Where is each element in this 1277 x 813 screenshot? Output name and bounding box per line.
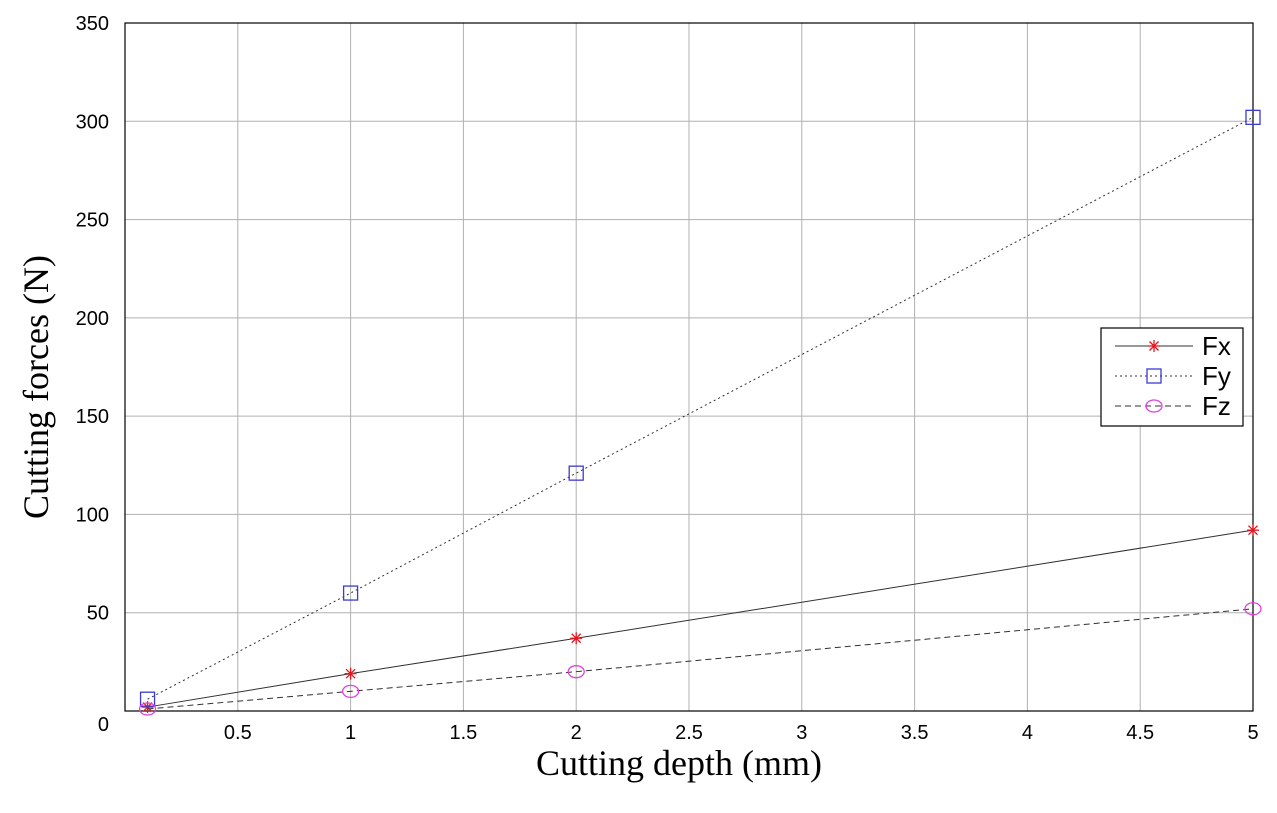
data-point-fx <box>1247 524 1259 537</box>
legend-marker-fy <box>1146 368 1162 384</box>
x-tick-label: 3 <box>796 722 807 744</box>
legend-marker-fz <box>1145 399 1163 413</box>
y-tick-label: 150 <box>76 406 109 428</box>
legend-label: Fy <box>1202 361 1231 391</box>
series-line-fx <box>147 529 1254 708</box>
legend-label: Fz <box>1202 391 1231 421</box>
x-tick-label: 1.5 <box>449 722 477 744</box>
data-point-fz <box>138 702 157 716</box>
data-point-fy <box>1245 109 1261 126</box>
x-tick-label: 3.5 <box>901 722 929 744</box>
legend-box <box>1100 327 1244 427</box>
data-point-fz <box>567 665 585 679</box>
grid <box>125 23 1254 711</box>
x-axis-ticks: 0.5 1 1.5 2 2.5 3 3.5 4 4.5 5 <box>224 722 1259 744</box>
y-tick-label: 50 <box>87 603 109 625</box>
y-tick-label: 250 <box>76 210 109 232</box>
data-point-fz <box>341 684 360 698</box>
series-line-fy <box>147 116 1254 700</box>
legend-item-fy: Fy <box>1115 361 1231 391</box>
plot-frame <box>124 22 1254 712</box>
data-point-fy <box>568 465 584 481</box>
x-tick-label: 2 <box>571 722 582 744</box>
legend-marker-fx <box>1148 340 1160 352</box>
data-point-fx <box>344 667 357 680</box>
legend-item-fx: Fx <box>1115 331 1231 361</box>
y-tick-label: 300 <box>76 111 109 133</box>
x-tick-label: 4 <box>1022 722 1033 744</box>
y-axis-title: Cutting forces (N) <box>16 255 56 519</box>
x-tick-label: 5 <box>1247 722 1258 744</box>
series-line-fz <box>147 608 1254 710</box>
data-point-fz <box>1244 602 1262 616</box>
y-tick-label: 350 <box>76 13 109 35</box>
legend-label: Fx <box>1202 331 1231 361</box>
y-axis-ticks: 0 50 100 150 200 250 300 350 <box>76 13 109 736</box>
data-point-fy <box>342 585 359 601</box>
x-axis-title: Cutting depth (mm) <box>536 743 822 783</box>
series-fy <box>139 109 1261 707</box>
data-point-fx <box>570 632 583 645</box>
series-group <box>138 109 1262 716</box>
y-tick-label: 100 <box>76 504 109 526</box>
x-tick-label: 0.5 <box>224 722 252 744</box>
series-fx <box>141 524 1259 714</box>
data-point-fy <box>139 691 156 707</box>
legend-item-fz: Fz <box>1115 391 1231 421</box>
y-tick-label: 0 <box>98 714 109 736</box>
x-tick-label: 2.5 <box>675 722 703 744</box>
x-tick-label: 4.5 <box>1126 722 1154 744</box>
x-tick-label: 1 <box>345 722 356 744</box>
y-tick-label: 200 <box>76 308 109 330</box>
series-fz <box>138 602 1262 716</box>
